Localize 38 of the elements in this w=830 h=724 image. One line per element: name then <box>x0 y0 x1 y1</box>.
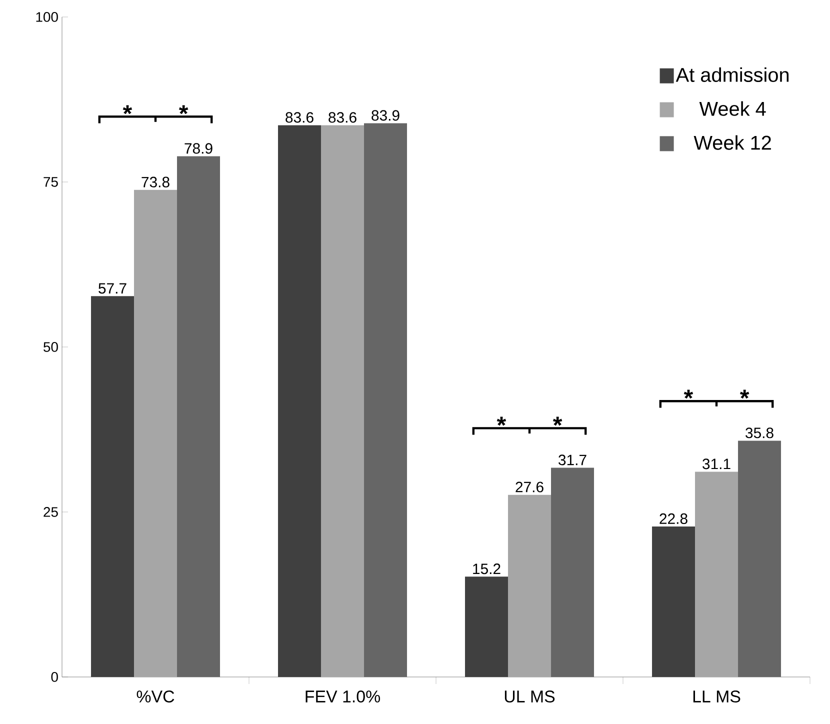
data-label: 31.1 <box>702 458 730 470</box>
data-label: 57.7 <box>98 283 126 294</box>
legend-label: Week 12 <box>694 135 771 150</box>
data-label: 35.8 <box>746 428 774 438</box>
y-tick-label: 25 <box>44 507 58 517</box>
x-tick-label: FEV 1.0% <box>306 690 380 702</box>
bar <box>508 494 552 677</box>
data-label: 83.6 <box>286 112 314 123</box>
annotation: * <box>552 416 562 426</box>
data-label: 31.7 <box>558 454 586 466</box>
data-label: 78.9 <box>184 143 212 154</box>
data-label: 83.6 <box>328 112 356 123</box>
bar <box>278 125 322 677</box>
data-label: 83.9 <box>372 110 400 121</box>
data-label: 27.6 <box>516 482 544 492</box>
x-tick-label: %VC <box>136 690 174 702</box>
bar <box>695 472 738 677</box>
y-tick-label: 50 <box>44 342 58 352</box>
annotation: * <box>496 416 506 426</box>
y-tick-label: 0 <box>51 672 58 682</box>
x-tick-label: LL MS <box>693 690 740 702</box>
annotation: * <box>178 105 188 114</box>
annotation: * <box>740 390 750 399</box>
y-tick-label: 100 <box>36 12 58 22</box>
data-label: 22.8 <box>660 513 688 524</box>
data-label: 15.2 <box>473 564 500 574</box>
annotation: * <box>684 390 694 399</box>
x-tick-label: UL MS <box>504 690 555 702</box>
legend-label: At admission <box>676 67 789 82</box>
y-tick-label: 75 <box>44 177 58 187</box>
legend-label: Week 4 <box>699 101 766 116</box>
bar <box>134 190 178 677</box>
bar <box>321 125 364 677</box>
bar <box>652 526 696 677</box>
bar <box>465 576 508 677</box>
annotation: * <box>122 105 132 114</box>
data-label: 73.8 <box>142 176 170 188</box>
bar <box>91 296 134 677</box>
